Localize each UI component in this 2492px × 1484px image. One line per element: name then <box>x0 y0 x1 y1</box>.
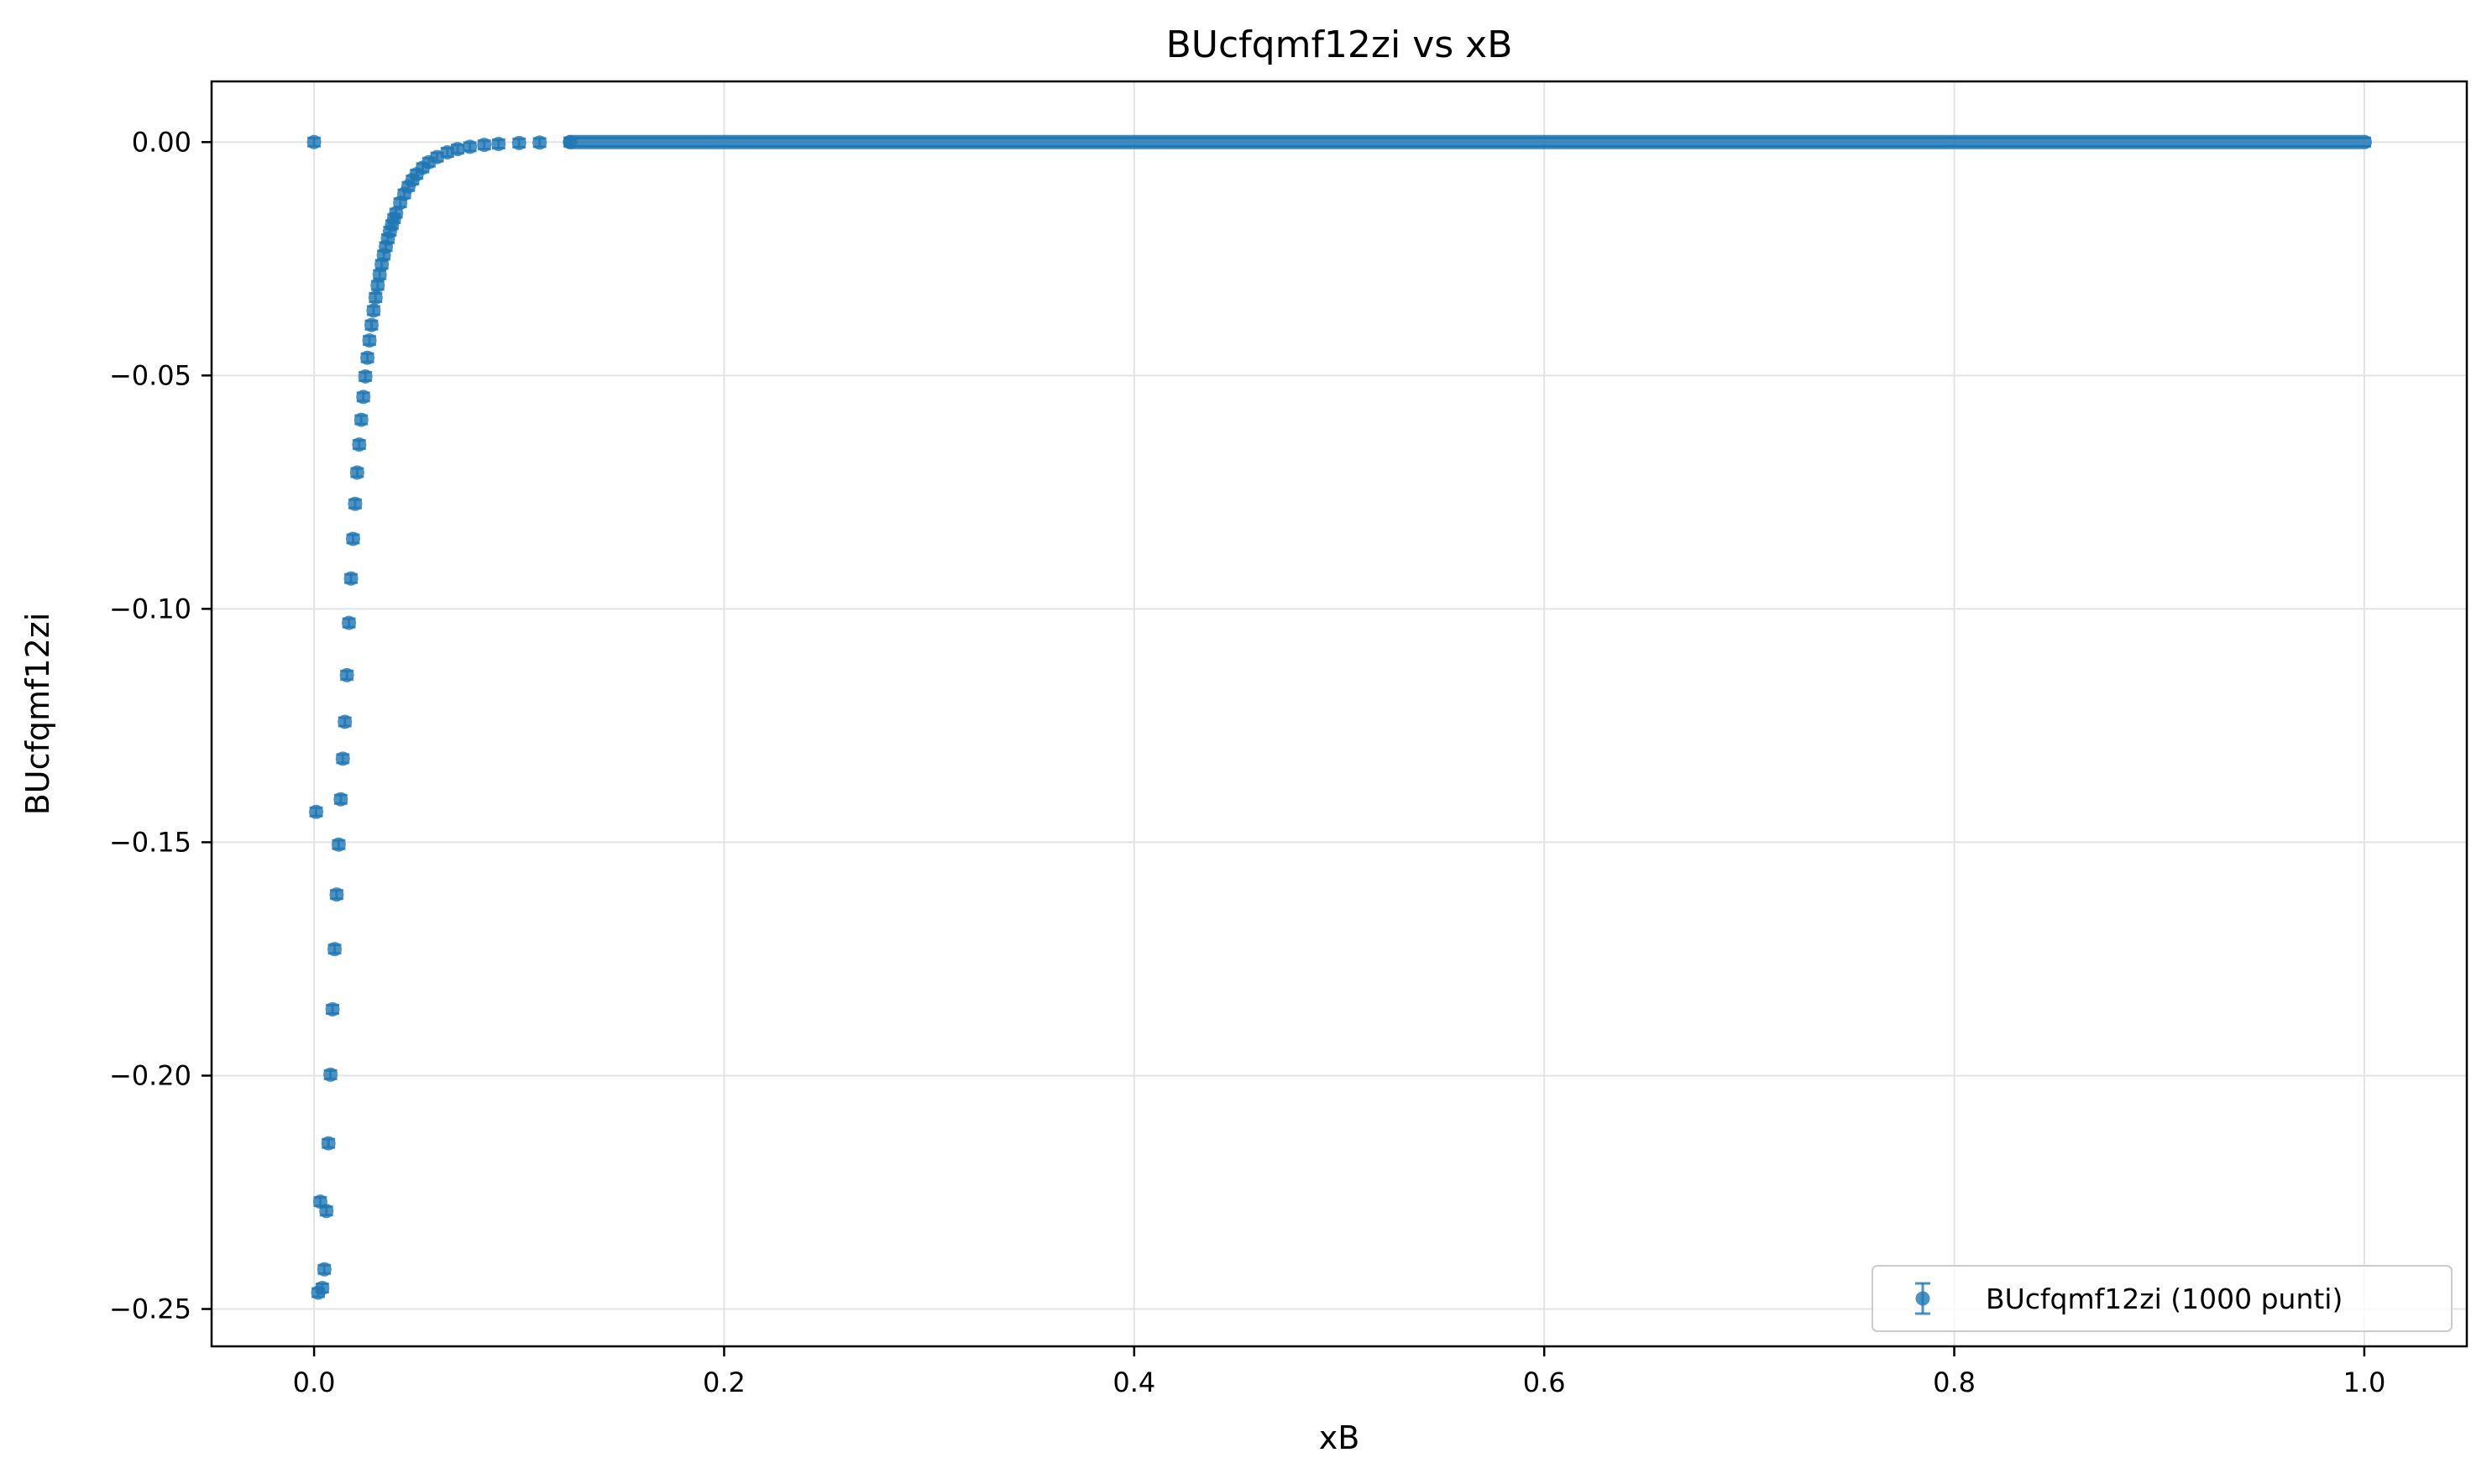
data-point <box>339 667 354 682</box>
y-tick-label: −0.20 <box>109 1059 191 1091</box>
data-point <box>491 137 506 152</box>
data-point <box>329 887 344 902</box>
data-point <box>511 135 526 150</box>
data-point <box>368 290 383 305</box>
y-tick-label: −0.25 <box>109 1293 191 1325</box>
plot-frame <box>210 80 2468 1348</box>
chart-title: BUcfqmf12zi vs xB <box>1166 24 1513 66</box>
data-point <box>306 134 322 149</box>
data-point-marker <box>366 303 381 318</box>
legend-label: BUcfqmf12zi (1000 punti) <box>1986 1283 2343 1315</box>
data-point <box>343 571 359 586</box>
data-point-marker <box>370 278 385 293</box>
y-tick-label: −0.05 <box>109 359 191 391</box>
data-point-marker <box>532 135 547 150</box>
data-point <box>364 317 379 332</box>
data-point-marker <box>321 1136 336 1151</box>
y-axis-label: BUcfqmf12zi <box>19 613 56 816</box>
data-point <box>321 1136 336 1151</box>
data-point <box>360 350 375 365</box>
data-point <box>333 792 348 807</box>
data-point-marker <box>368 290 383 305</box>
data-point-marker <box>349 465 364 480</box>
legend: BUcfqmf12zi (1000 punti) <box>1872 1265 2453 1332</box>
data-point-marker <box>309 804 324 819</box>
data-point-marker <box>339 667 354 682</box>
data-point-marker <box>358 368 373 384</box>
data-point <box>317 1262 332 1277</box>
data-point <box>477 138 492 153</box>
data-point-marker <box>362 333 377 348</box>
data-point-marker <box>477 138 492 153</box>
data-point-marker <box>335 751 350 766</box>
data-point <box>325 1002 340 1017</box>
data-point <box>335 751 350 766</box>
data-point <box>352 437 367 452</box>
data-point-marker <box>364 317 379 332</box>
data-point <box>450 142 465 157</box>
data-point-marker <box>491 137 506 152</box>
data-point-marker <box>333 792 348 807</box>
data-point-marker <box>325 1002 340 1017</box>
tick-layer: 0.0 0.2 0.4 0.6 0.8 1.0 0.00 −0.05 −0.10 −0.15 −0.… <box>109 126 2385 1398</box>
data-point-marker <box>463 139 478 154</box>
data-point <box>348 496 363 511</box>
data-point <box>319 1204 334 1219</box>
data-point-marker <box>343 571 359 586</box>
data-point <box>309 804 324 819</box>
data-point-marker <box>327 942 343 957</box>
data-point-marker <box>450 142 465 157</box>
data-point <box>323 1067 338 1082</box>
y-tick-label: 0.00 <box>132 126 191 158</box>
data-point <box>353 412 369 427</box>
y-tick-label: −0.15 <box>109 826 191 858</box>
data-point-marker <box>338 714 353 729</box>
data-point-marker <box>345 531 360 546</box>
data-point-marker <box>348 496 363 511</box>
data-point <box>345 531 360 546</box>
data-point <box>331 837 346 852</box>
data-point-marker <box>353 412 369 427</box>
data-point-marker <box>315 1280 330 1295</box>
data-point-marker <box>356 389 371 405</box>
data-point-marker <box>329 887 344 902</box>
flat-tail-series <box>563 134 2372 149</box>
data-point <box>358 368 373 384</box>
data-layer <box>306 134 2372 1300</box>
data-point <box>366 303 381 318</box>
legend-box <box>1872 1265 2453 1332</box>
data-point <box>356 389 371 405</box>
data-point <box>315 1280 330 1295</box>
legend-marker <box>1915 1282 1930 1315</box>
x-tick-label: 0.8 <box>1933 1366 1976 1398</box>
data-point <box>532 135 547 150</box>
data-point-marker <box>360 350 375 365</box>
data-point-marker <box>331 837 346 852</box>
data-point-marker <box>306 134 322 149</box>
data-point-marker <box>319 1204 334 1219</box>
data-point <box>362 333 377 348</box>
data-point-marker <box>352 437 367 452</box>
data-point <box>463 139 478 154</box>
data-point <box>342 615 357 630</box>
x-tick-label: 0.6 <box>1523 1366 1566 1398</box>
x-axis-label: xB <box>1319 1419 1360 1456</box>
x-tick-label: 1.0 <box>2343 1366 2385 1398</box>
x-tick-label: 0.0 <box>293 1366 336 1398</box>
legend-marker-dot <box>1915 1291 1930 1306</box>
data-point <box>327 942 343 957</box>
data-point <box>338 714 353 729</box>
data-point-marker <box>511 135 526 150</box>
x-tick-label: 0.4 <box>1112 1366 1155 1398</box>
y-tick-label: −0.10 <box>109 593 191 624</box>
data-point <box>349 465 364 480</box>
data-point-marker <box>317 1262 332 1277</box>
x-tick-label: 0.2 <box>703 1366 746 1398</box>
data-point-marker <box>342 615 357 630</box>
data-point-marker <box>323 1067 338 1082</box>
